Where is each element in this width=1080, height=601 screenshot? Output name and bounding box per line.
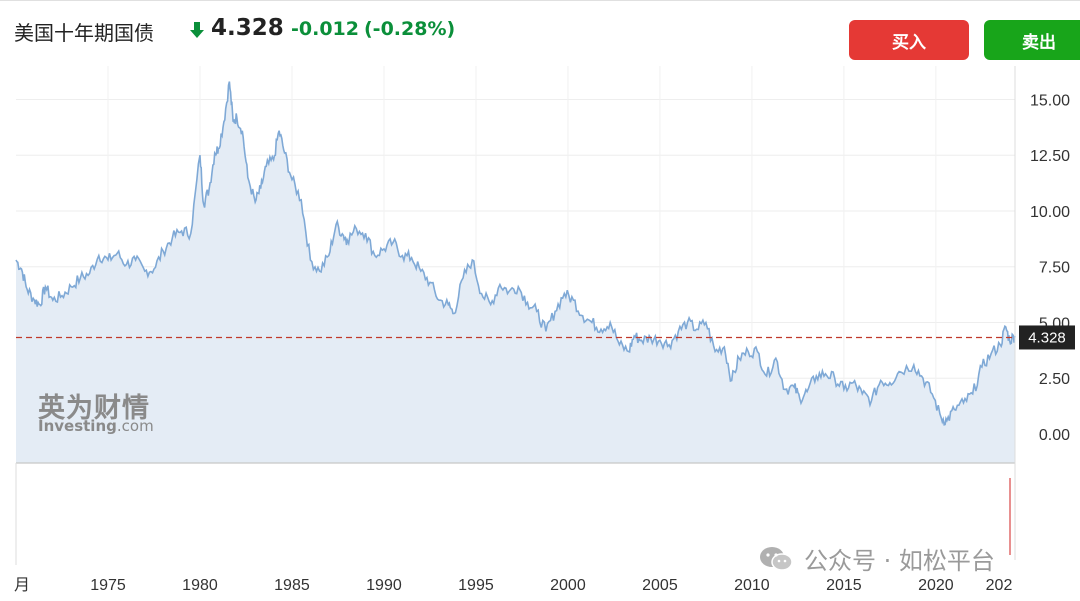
watermark-logo-en: Investing.com xyxy=(38,417,154,435)
x-tick-label: 1995 xyxy=(458,577,494,594)
y-tick-label: 7.50 xyxy=(1039,260,1070,277)
x-tick-label: 2010 xyxy=(734,577,770,594)
footer-account-mark: 公众号 · 如松平台 xyxy=(758,541,995,576)
x-tick-label: 2015 xyxy=(826,577,862,594)
watermark-en-suffix: .com xyxy=(117,417,154,435)
x-tick-label: 1990 xyxy=(366,577,402,594)
y-tick-label: 12.50 xyxy=(1030,148,1070,165)
x-tick-label: 2020 xyxy=(918,577,954,594)
x-tick-label: 2005 xyxy=(642,577,678,594)
current-price-tag: 4.328 xyxy=(1019,325,1075,349)
series-area xyxy=(16,82,1015,463)
x-tick-label: 1985 xyxy=(274,577,310,594)
y-tick-label: 0.00 xyxy=(1039,427,1070,444)
x-axis-ticks: 月 1975 1980 1985 1990 1995 2000 2005 2010 2015 202… xyxy=(14,577,1012,594)
current-price-label: 4.328 xyxy=(1028,329,1066,346)
x-tick-label: 月 xyxy=(14,577,30,594)
y-tick-label: 15.00 xyxy=(1030,92,1070,109)
y-tick-label: 2.50 xyxy=(1039,371,1070,388)
y-tick-label: 10.00 xyxy=(1030,204,1070,221)
footer-account-text: 公众号 · 如松平台 xyxy=(804,541,995,576)
wechat-icon xyxy=(758,545,794,573)
x-tick-label: 1975 xyxy=(90,577,126,594)
x-tick-label: 1980 xyxy=(182,577,218,594)
watermark-en-main: Investing xyxy=(38,417,117,435)
x-tick-label: 2000 xyxy=(550,577,586,594)
x-tick-label: 202 xyxy=(986,577,1013,594)
